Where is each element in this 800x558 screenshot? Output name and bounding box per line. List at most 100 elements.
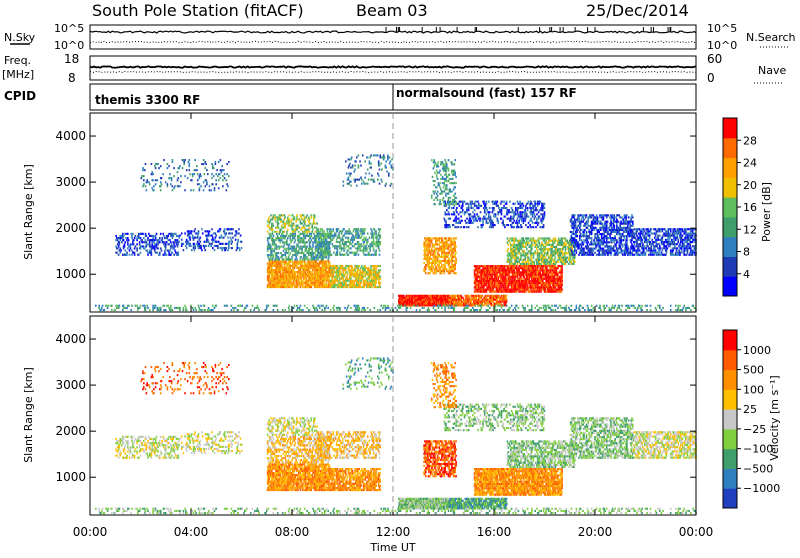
power-cell <box>280 218 282 220</box>
power-cell <box>225 249 227 251</box>
power-cell <box>506 299 508 301</box>
power-cell <box>555 269 557 271</box>
power-cell <box>308 267 310 269</box>
power-cell <box>449 244 451 246</box>
power-cell <box>306 214 308 216</box>
power-cell <box>380 237 382 239</box>
power-cell <box>337 252 339 254</box>
power-cell <box>119 243 121 245</box>
power-cell <box>359 243 361 245</box>
power-cell <box>332 230 334 232</box>
power-cell <box>454 237 456 239</box>
power-cell <box>451 239 453 241</box>
power-cell <box>290 241 292 243</box>
power-cell <box>375 254 377 256</box>
power-cell <box>555 286 557 288</box>
power-cell <box>474 280 476 282</box>
power-cell <box>479 299 481 301</box>
power-cell <box>170 247 172 249</box>
power-cell <box>334 286 336 288</box>
power-cell <box>349 271 351 273</box>
power-cell <box>561 269 563 271</box>
power-cell <box>221 237 223 239</box>
power-cell <box>152 179 154 181</box>
power-cell <box>194 169 196 171</box>
power-cell <box>125 250 127 252</box>
power-cell <box>401 299 403 301</box>
power-cell <box>323 271 325 273</box>
power-cell <box>172 189 174 191</box>
power-cell <box>352 267 354 269</box>
power-cell <box>453 270 455 272</box>
power-cell <box>462 297 464 299</box>
power-cell <box>220 169 222 171</box>
power-cell <box>379 284 381 286</box>
power-cell <box>170 183 172 185</box>
power-cell <box>449 295 451 297</box>
power-cell <box>524 282 526 284</box>
power-cell <box>149 183 151 185</box>
power-cell <box>301 248 303 250</box>
power-cell <box>153 185 155 187</box>
power-cell <box>189 232 191 234</box>
power-cell <box>187 177 189 179</box>
power-cell <box>322 263 324 265</box>
power-cell <box>510 246 512 248</box>
station-title: South Pole Station (fitACF) <box>92 1 304 20</box>
power-cell <box>499 269 501 271</box>
power-cell <box>333 252 335 254</box>
power-cell <box>439 248 441 250</box>
power-cell <box>134 237 136 239</box>
power-cell <box>281 273 283 275</box>
power-cell <box>303 252 305 254</box>
power-cell <box>190 245 192 247</box>
power-cell <box>438 260 440 262</box>
power-cell <box>194 237 196 239</box>
power-cell <box>368 245 370 247</box>
power-cell <box>294 237 296 239</box>
power-cell <box>534 282 536 284</box>
power-cell <box>274 286 276 288</box>
power-cell <box>280 221 282 223</box>
power-cell <box>362 278 364 280</box>
power-cell <box>169 239 171 241</box>
power-cell <box>284 237 286 239</box>
power-cell <box>534 284 536 286</box>
power-cell <box>135 245 137 247</box>
power-cell <box>561 280 563 282</box>
power-cell <box>148 233 150 235</box>
power-cell <box>380 282 382 284</box>
power-cell <box>484 303 486 305</box>
power-cell <box>171 179 173 181</box>
power-cell <box>449 250 451 252</box>
power-cell <box>154 165 156 167</box>
power-cell <box>429 241 431 243</box>
power-cell <box>293 235 295 237</box>
power-cell <box>518 282 520 284</box>
power-cell <box>310 246 312 248</box>
power-cell <box>430 262 432 264</box>
power-cell <box>136 243 138 245</box>
power-cell <box>446 268 448 270</box>
power-cell <box>486 278 488 280</box>
power-cell <box>283 241 285 243</box>
power-cell <box>323 245 325 247</box>
power-cell <box>200 247 202 249</box>
power-cell <box>375 230 377 232</box>
power-cell <box>309 227 311 229</box>
power-cell <box>226 247 228 249</box>
power-cell <box>314 258 316 260</box>
power-cell <box>530 280 532 282</box>
power-cell <box>476 299 478 301</box>
power-cell <box>506 284 508 286</box>
power-cell <box>449 264 451 266</box>
power-cell <box>190 232 192 234</box>
power-cell <box>169 250 171 252</box>
power-cell <box>297 282 299 284</box>
power-cell <box>528 267 530 269</box>
power-cell <box>375 233 377 235</box>
power-cell <box>497 271 499 273</box>
power-cell <box>269 278 271 280</box>
power-cell <box>339 280 341 282</box>
power-cell <box>351 265 353 267</box>
